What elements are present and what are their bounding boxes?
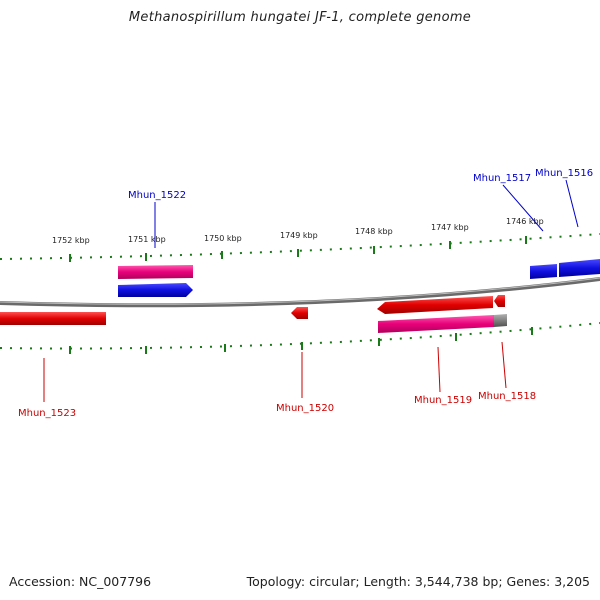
gene-mhun-1520[interactable] — [291, 307, 308, 319]
gene-mhun-1518[interactable] — [494, 295, 505, 307]
forward-strand-track — [118, 259, 600, 297]
gene-mhun-1516[interactable] — [559, 259, 600, 277]
tick-label-1752: 1752 kbp — [52, 236, 90, 245]
genome-backbone — [0, 277, 600, 308]
label-mhun-1518[interactable]: Mhun_1518 — [478, 391, 536, 402]
tick-label-1750: 1750 kbp — [204, 234, 242, 243]
genome-stats-text: Topology: circular; Length: 3,544,738 bp… — [246, 574, 590, 589]
genome-title: Methanospirillum hungatei JF-1, complete… — [128, 10, 472, 25]
outer-major-ticks — [69, 236, 527, 262]
gene-mhun-1519[interactable] — [377, 296, 493, 314]
gene-mhun-1522-cds[interactable] — [118, 265, 193, 279]
label-leaders — [43, 179, 579, 402]
gene-mhun-1523[interactable] — [0, 312, 106, 325]
gene-labels: Mhun_1522 Mhun_1517 Mhun_1516 Mhun_1523 … — [18, 168, 593, 419]
gene-mhun-1518-cds[interactable] — [494, 314, 507, 327]
gene-mhun-1517[interactable] — [530, 264, 557, 279]
label-mhun-1519[interactable]: Mhun_1519 — [414, 395, 472, 406]
gene-mhun-1522[interactable] — [118, 283, 193, 297]
tick-label-1749: 1749 kbp — [280, 231, 318, 240]
tick-label-1751: 1751 kbp — [128, 235, 166, 244]
outer-scale: 1752 kbp 1751 kbp 1750 kbp 1749 kbp 1748… — [0, 217, 600, 262]
label-mhun-1523[interactable]: Mhun_1523 — [18, 408, 76, 419]
tick-labels: 1752 kbp 1751 kbp 1750 kbp 1749 kbp 1748… — [52, 217, 544, 245]
gene-mhun-1519-cds[interactable] — [378, 315, 494, 333]
inner-scale — [0, 322, 600, 354]
label-mhun-1520[interactable]: Mhun_1520 — [276, 403, 334, 414]
reverse-strand-track — [0, 295, 507, 333]
tick-label-1747: 1747 kbp — [431, 223, 469, 232]
tick-label-1748: 1748 kbp — [355, 227, 393, 236]
tick-label-1746: 1746 kbp — [506, 217, 544, 226]
label-mhun-1517[interactable]: Mhun_1517 — [473, 173, 531, 184]
accession-text: Accession: NC_007796 — [9, 574, 152, 589]
label-mhun-1516[interactable]: Mhun_1516 — [535, 168, 593, 179]
label-mhun-1522[interactable]: Mhun_1522 — [128, 190, 186, 201]
